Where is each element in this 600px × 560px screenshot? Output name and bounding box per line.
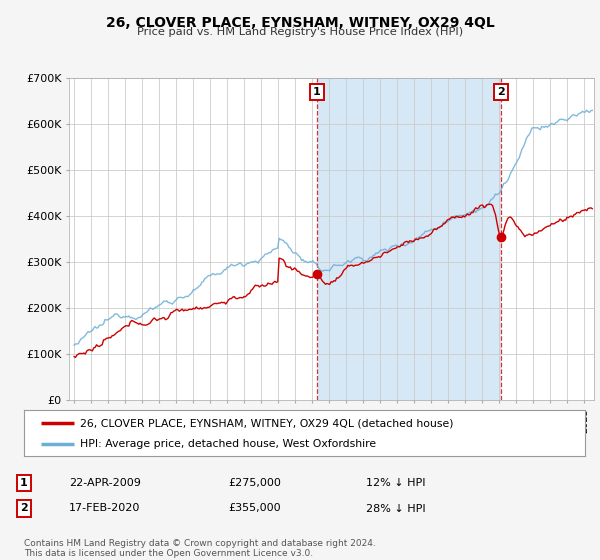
Text: HPI: Average price, detached house, West Oxfordshire: HPI: Average price, detached house, West… [80,438,376,449]
Text: 2: 2 [20,503,28,514]
Text: 1: 1 [313,87,321,97]
Text: 28% ↓ HPI: 28% ↓ HPI [366,503,425,514]
Text: 12% ↓ HPI: 12% ↓ HPI [366,478,425,488]
Text: Price paid vs. HM Land Registry's House Price Index (HPI): Price paid vs. HM Land Registry's House … [137,27,463,37]
Text: 26, CLOVER PLACE, EYNSHAM, WITNEY, OX29 4QL (detached house): 26, CLOVER PLACE, EYNSHAM, WITNEY, OX29 … [80,418,454,428]
Text: Contains HM Land Registry data © Crown copyright and database right 2024.
This d: Contains HM Land Registry data © Crown c… [24,539,376,558]
Text: 22-APR-2009: 22-APR-2009 [69,478,141,488]
Text: 26, CLOVER PLACE, EYNSHAM, WITNEY, OX29 4QL: 26, CLOVER PLACE, EYNSHAM, WITNEY, OX29 … [106,16,494,30]
Text: £355,000: £355,000 [228,503,281,514]
Text: 1: 1 [20,478,28,488]
Text: £275,000: £275,000 [228,478,281,488]
Text: 2: 2 [497,87,505,97]
Text: 17-FEB-2020: 17-FEB-2020 [69,503,140,514]
